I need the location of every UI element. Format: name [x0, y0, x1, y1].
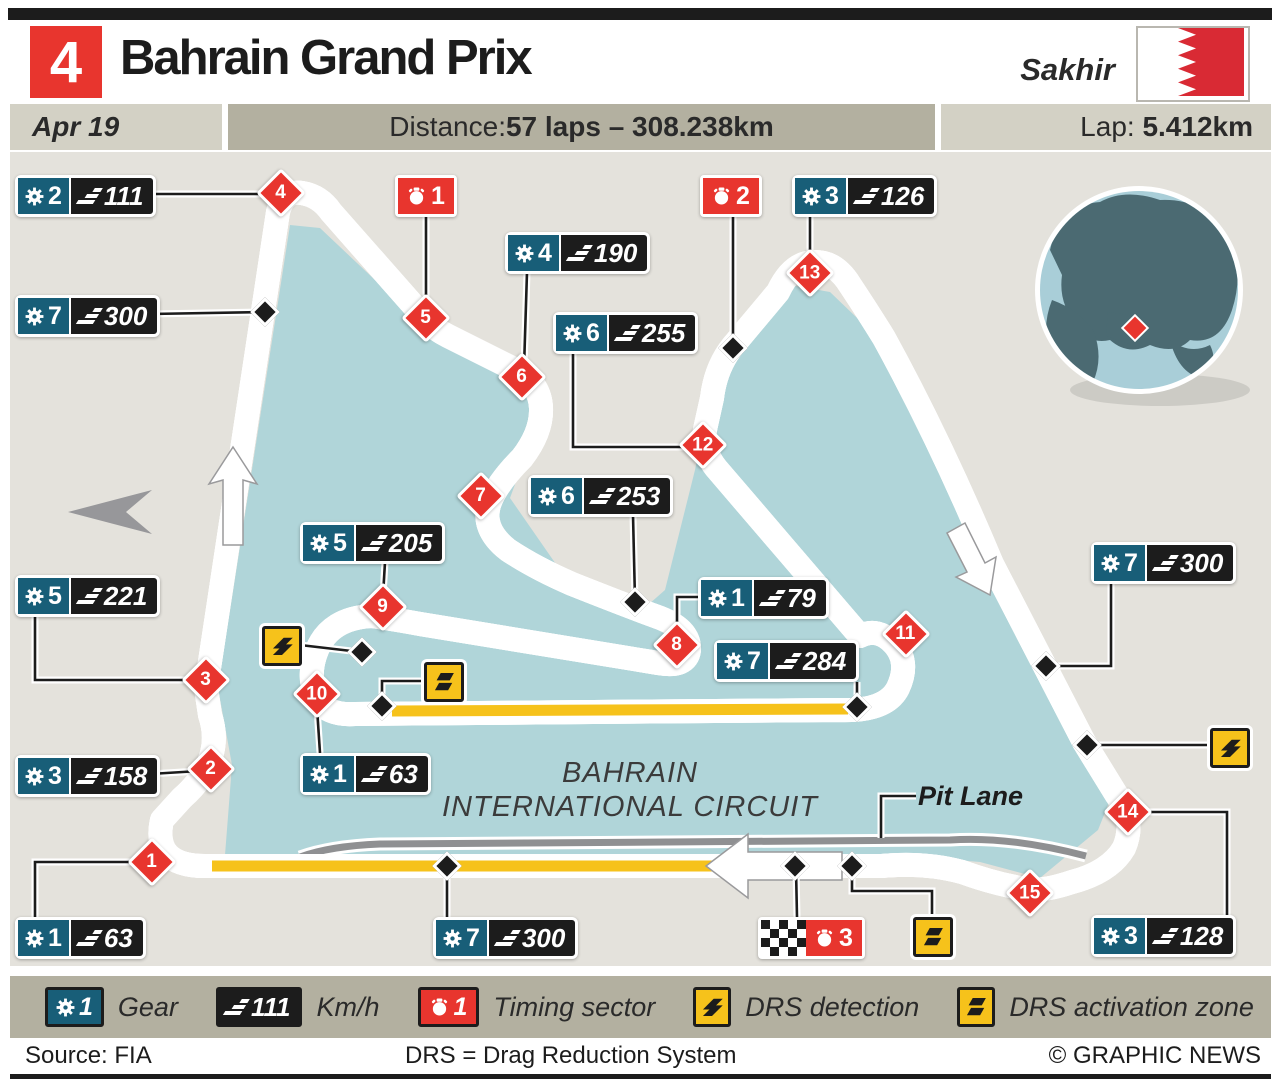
lap-value: 5.412km — [1142, 111, 1253, 142]
stopwatch-icon — [430, 998, 449, 1017]
connector-line — [794, 868, 799, 918]
drs-note: DRS = Drag Reduction System — [405, 1042, 737, 1069]
location-label: Sakhir — [1020, 52, 1115, 87]
legend-gear-label: Gear — [117, 991, 178, 1022]
legend-bar: 1 Gear 111 Km/h 1 Timing sector DRS dete… — [10, 976, 1271, 1038]
connector-line — [631, 514, 637, 601]
nav-chevron-icon — [68, 490, 152, 534]
drs-detection-icon — [698, 993, 726, 1021]
direction-arrow-down — [946, 521, 997, 597]
connector-line — [1058, 584, 1113, 668]
connector-line — [569, 352, 690, 451]
page-title: Bahrain Grand Prix — [120, 31, 533, 85]
distance-label: Distance: — [389, 111, 506, 142]
connector-line — [522, 271, 529, 369]
legend-gear-chip: 1 — [45, 987, 104, 1027]
legend-speed-label: Km/h — [316, 991, 380, 1022]
bahrain-flag — [1136, 26, 1250, 102]
race-number-badge: 4 — [30, 26, 102, 98]
distance-value: 57 laps – 308.238km — [505, 111, 774, 142]
legend-drs-activation-chip — [957, 987, 996, 1027]
bottom-black-bar — [10, 1074, 1271, 1079]
globe-locator — [1035, 186, 1250, 406]
gear-icon — [56, 998, 75, 1017]
legend-speed-chip: 111 — [215, 987, 303, 1027]
legend-gear-number: 1 — [79, 992, 93, 1021]
drs-activation-icon — [962, 993, 990, 1021]
connector-line — [33, 615, 193, 682]
footer: Source: FIA DRS = Drag Reduction System … — [10, 1040, 1271, 1072]
connector-line — [149, 310, 266, 316]
legend-timing-label: Timing sector — [493, 991, 656, 1022]
drs-zone-inner-straight — [391, 703, 849, 717]
circuit-map — [31, 152, 1250, 918]
distance-cell: Distance: 57 laps – 308.238km — [228, 104, 935, 150]
legend-drs-detection-chip — [693, 987, 732, 1027]
source-label: Source: FIA — [25, 1042, 152, 1069]
top-black-bar — [8, 8, 1272, 20]
connector-line — [1142, 808, 1231, 915]
connector-line — [31, 615, 193, 684]
legend-timing-number: 1 — [453, 992, 468, 1021]
connector-line — [1142, 810, 1229, 915]
connector-line — [31, 858, 140, 917]
direction-arrow-up — [207, 445, 259, 546]
legend-timing-chip: 1 — [417, 987, 480, 1027]
connector-line — [879, 794, 916, 838]
legend-detection-label: DRS detection — [745, 991, 920, 1022]
legend-speed-number: 111 — [250, 991, 291, 1022]
bahrain-flag-graphic — [1138, 28, 1244, 96]
lap-cell: Lap: 5.412km — [941, 104, 1271, 150]
connector-line — [1058, 584, 1115, 670]
speed-lines-icon — [223, 999, 250, 1015]
date-cell: Apr 19 — [10, 104, 222, 150]
lap-label: Lap: — [1080, 111, 1135, 142]
connector-line — [33, 860, 140, 917]
pit-lane-road — [297, 832, 1088, 864]
legend-activation-label: DRS activation zone — [1009, 991, 1254, 1022]
credit-label: © GRAPHIC NEWS — [1048, 1042, 1261, 1069]
connector-line — [571, 352, 690, 449]
